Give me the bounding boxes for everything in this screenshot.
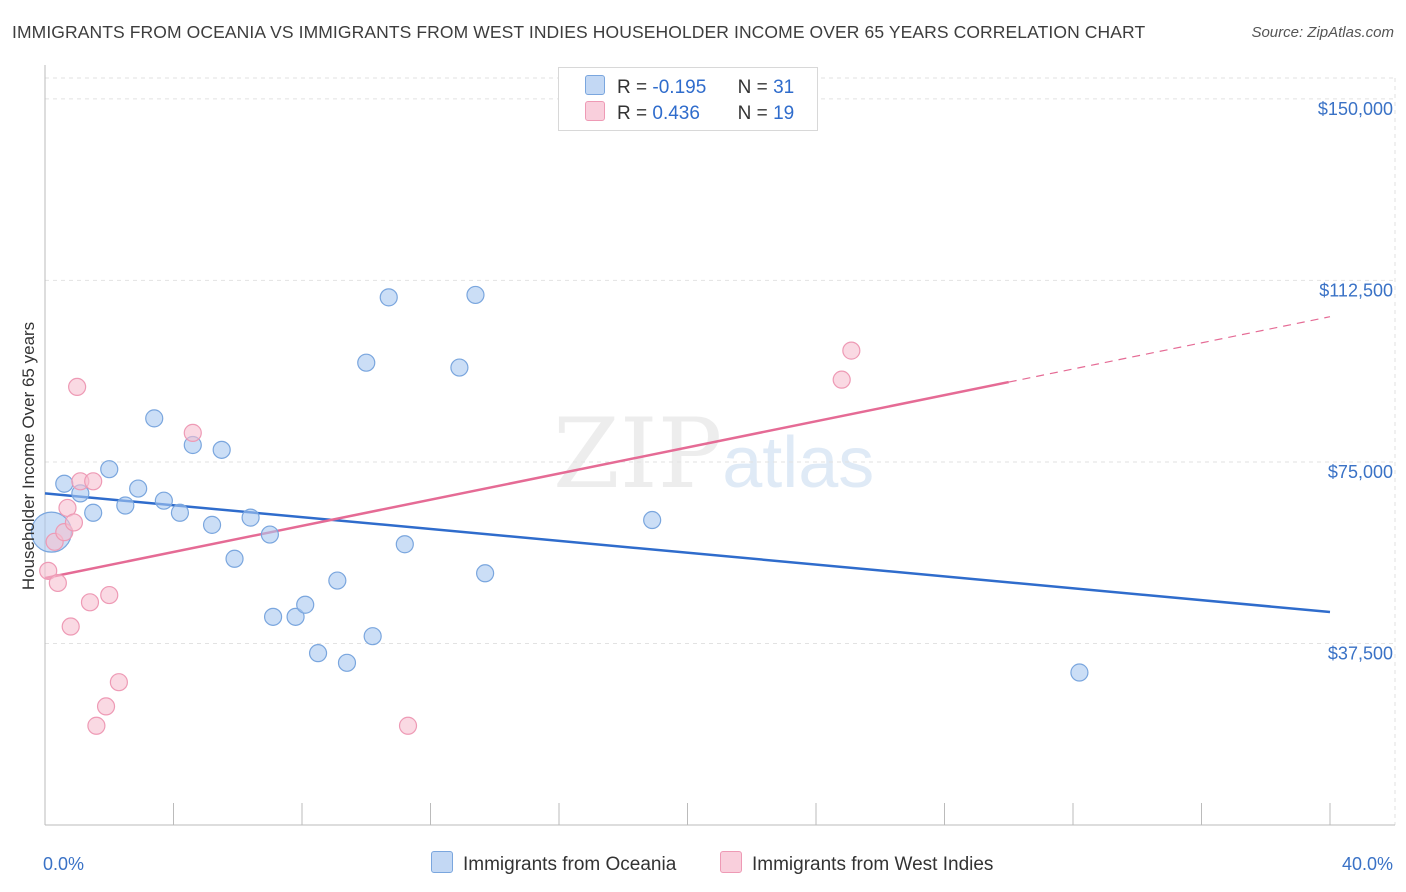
point-1-18 xyxy=(842,341,861,360)
point-0-6 xyxy=(129,479,148,498)
trend-line-dashed-1 xyxy=(1008,316,1331,383)
point-0-29 xyxy=(643,510,662,530)
legend-r-value-west-indies: 0.436 xyxy=(652,103,700,124)
point-0-28 xyxy=(476,564,495,583)
point-1-7 xyxy=(68,377,87,397)
legend-row-oceania: R = -0.195 N = 31 xyxy=(585,75,794,99)
point-0-7 xyxy=(145,409,164,428)
point-0-5 xyxy=(116,496,135,515)
point-1-12 xyxy=(96,697,116,716)
point-0-16 xyxy=(263,607,283,626)
source-credit: Source: ZipAtlas.com xyxy=(1251,24,1394,41)
legend-swatch-oceania xyxy=(585,75,605,95)
grid-lines xyxy=(45,77,1396,825)
point-0-27 xyxy=(466,285,485,305)
data-points xyxy=(30,285,1089,735)
legend-r-label: R = xyxy=(617,103,648,124)
x-tick-label-max: 40.0% xyxy=(1342,854,1393,874)
point-0-3 xyxy=(84,503,103,522)
point-0-12 xyxy=(212,440,231,459)
y-tick-label-0: $37,500 xyxy=(1328,643,1393,663)
tick-labels: $37,500 $75,000 $112,500 $150,000 0.0% 40.0% xyxy=(43,99,1393,874)
bottom-legend-label-oceania: Immigrants from Oceania xyxy=(463,854,677,875)
legend-r-label: R = xyxy=(617,77,648,98)
legend-r-value-oceania: -0.195 xyxy=(652,77,707,98)
point-0-9 xyxy=(170,503,190,522)
point-0-8 xyxy=(154,491,173,510)
point-0-24 xyxy=(379,288,398,307)
point-0-4 xyxy=(100,460,119,479)
point-0-23 xyxy=(363,627,382,646)
point-1-6 xyxy=(64,513,84,532)
y-axis-label: Householder Income Over 65 years xyxy=(19,322,38,590)
point-1-9 xyxy=(80,593,100,612)
point-1-14 xyxy=(109,673,128,692)
x-tick-label-min: 0.0% xyxy=(43,854,84,874)
legend-n-value-west-indies: 19 xyxy=(773,103,795,124)
y-tick-label-3: $150,000 xyxy=(1318,99,1393,119)
chart-title: IMMIGRANTS FROM OCEANIA VS IMMIGRANTS FR… xyxy=(12,22,1146,42)
point-0-14 xyxy=(241,508,260,527)
legend-swatch-west-indies xyxy=(585,101,605,121)
point-0-15 xyxy=(260,525,279,544)
trend-line-0 xyxy=(44,492,1331,614)
point-0-13 xyxy=(225,549,244,568)
point-1-16 xyxy=(398,716,418,735)
legend-row-west-indies: R = 0.436 N = 19 xyxy=(585,101,794,125)
point-0-11 xyxy=(202,515,222,534)
stats-legend: R = -0.195 N = 31 R = 0.436 N = 19 xyxy=(558,67,818,131)
point-1-13 xyxy=(100,585,119,605)
point-0-25 xyxy=(395,535,414,554)
point-0-21 xyxy=(337,653,357,672)
point-0-19 xyxy=(308,644,328,663)
bottom-legend-oceania: Immigrants from Oceania xyxy=(431,851,676,876)
point-0-18 xyxy=(296,595,315,614)
point-1-15 xyxy=(183,423,202,442)
legend-n-label: N = xyxy=(737,103,768,124)
bottom-legend-west-indies: Immigrants from West Indies xyxy=(720,851,993,876)
y-tick-label-2: $112,500 xyxy=(1319,280,1393,300)
trend-line-1 xyxy=(44,380,1009,580)
axes xyxy=(44,65,1395,826)
point-0-22 xyxy=(357,353,376,372)
bottom-legend-label-west-indies: Immigrants from West Indies xyxy=(752,854,994,875)
point-1-2 xyxy=(48,573,67,593)
bottom-legend-swatch-oceania xyxy=(431,851,453,873)
point-0-1 xyxy=(55,474,74,493)
point-1-0 xyxy=(39,561,58,580)
legend-n-value-oceania: 31 xyxy=(773,77,795,98)
point-1-11 xyxy=(87,716,106,735)
watermark-zip: ZIP xyxy=(553,398,723,510)
trend-lines xyxy=(44,316,1331,614)
point-1-5 xyxy=(61,617,80,636)
point-0-20 xyxy=(328,571,347,590)
point-1-10 xyxy=(84,472,103,491)
bottom-legend-swatch-west-indies xyxy=(720,851,742,873)
point-0-30 xyxy=(1070,663,1089,682)
legend-n-label: N = xyxy=(737,77,768,98)
y-tick-label-1: $75,000 xyxy=(1328,462,1393,482)
point-1-17 xyxy=(832,370,851,389)
point-0-26 xyxy=(450,358,469,377)
point-0-17 xyxy=(286,607,305,626)
